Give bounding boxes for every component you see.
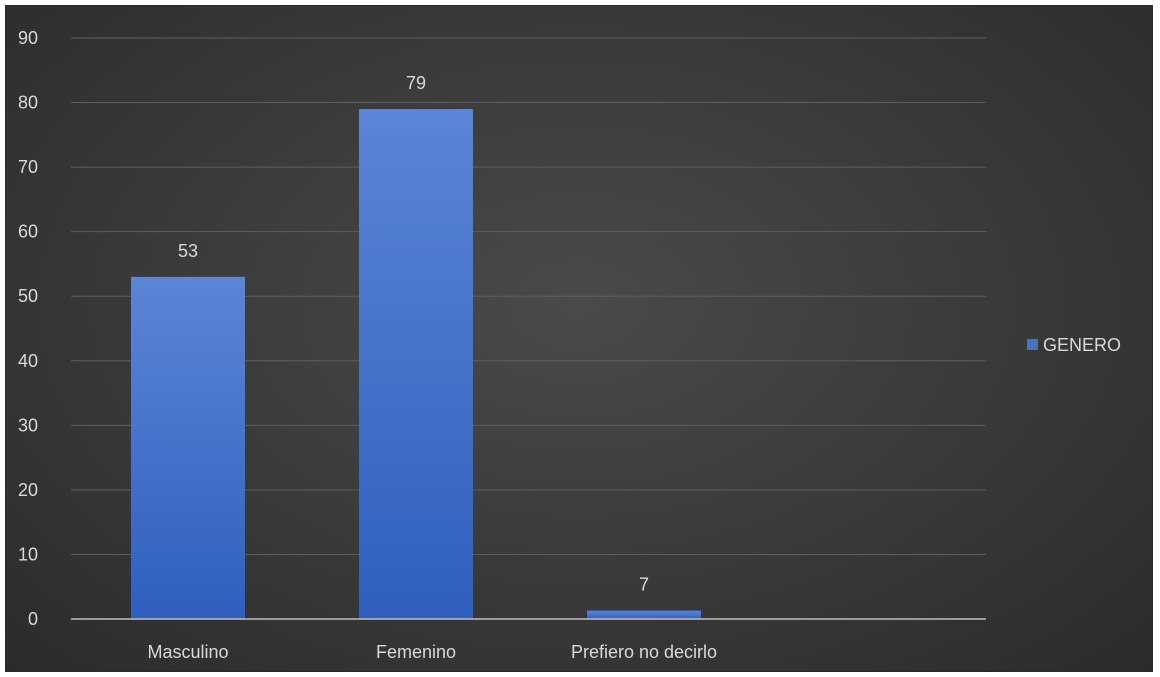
bar-prefiero-no-decirlo: [587, 610, 701, 619]
data-label: 79: [406, 73, 426, 93]
data-label: 7: [639, 575, 649, 595]
bar-masculino: [131, 276, 245, 619]
y-tick-label: 50: [18, 286, 38, 306]
x-category-label: Prefiero no decirlo: [571, 642, 717, 662]
y-axis-ticks: 0 10 20 30 40 50 60 70 80 90: [18, 28, 38, 629]
legend-label-genero: GENERO: [1043, 335, 1121, 355]
y-tick-label: 40: [18, 351, 38, 371]
legend: GENERO: [1027, 335, 1121, 355]
y-tick-label: 70: [18, 157, 38, 177]
x-category-label: Masculino: [147, 642, 228, 662]
data-label: 53: [178, 241, 198, 261]
y-tick-label: 60: [18, 222, 38, 242]
bars: [131, 109, 701, 619]
y-tick-label: 10: [18, 544, 38, 564]
chart-frame: 0 10 20 30 40 50 60 70 80 90 Masculino Femenino Pre…: [5, 5, 1153, 672]
data-labels: 53 79 7: [178, 73, 649, 595]
x-axis-labels: Masculino Femenino Prefiero no decirlo: [147, 642, 717, 662]
y-tick-label: 20: [18, 480, 38, 500]
x-category-label: Femenino: [376, 642, 456, 662]
legend-swatch: [1027, 339, 1038, 350]
y-tick-label: 30: [18, 415, 38, 435]
y-tick-label: 80: [18, 93, 38, 113]
y-tick-label: 90: [18, 28, 38, 48]
y-tick-label: 0: [28, 609, 38, 629]
bar-chart: 0 10 20 30 40 50 60 70 80 90 Masculino Femenino Pre…: [18, 28, 1121, 662]
bar-femenino: [359, 109, 473, 619]
